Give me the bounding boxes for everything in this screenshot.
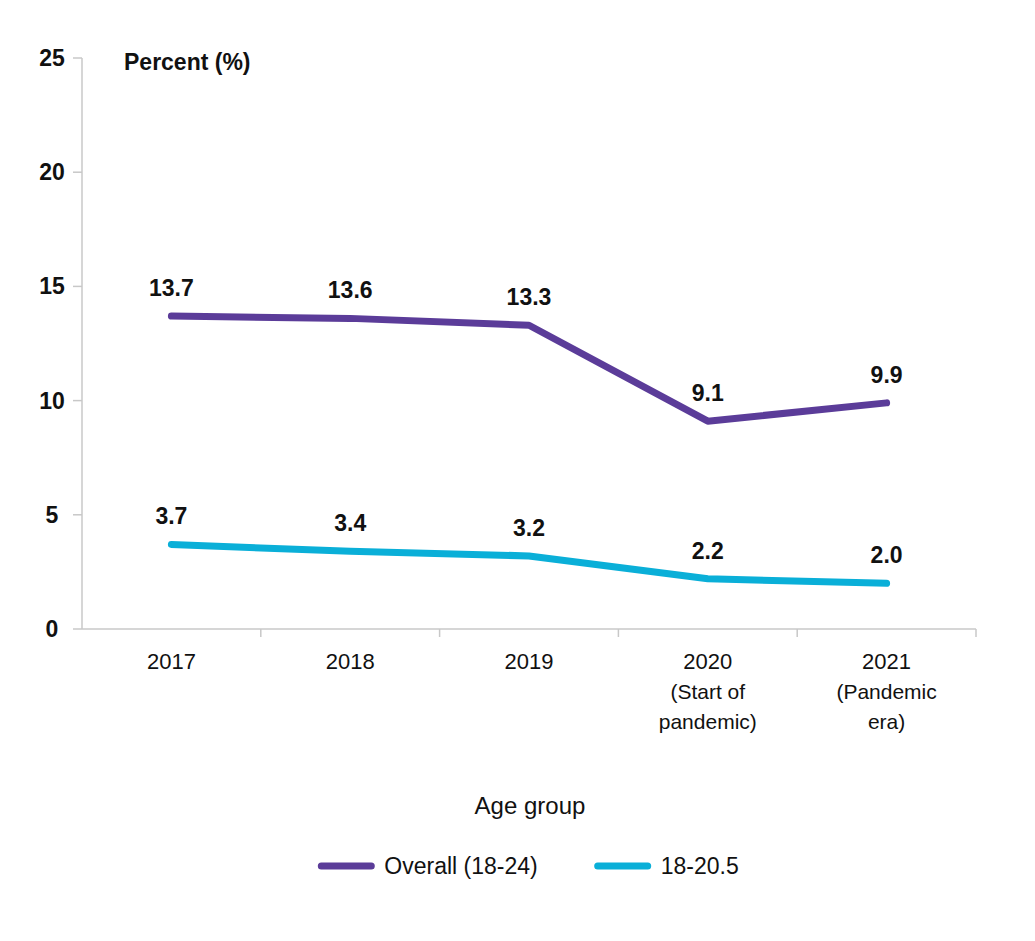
y-tick-label: 15	[39, 273, 65, 299]
y-tick-label: 0	[46, 616, 59, 642]
legend-label: 18-20.5	[661, 853, 739, 879]
x-tick-label-line: era)	[868, 710, 905, 733]
data-label: 9.1	[692, 380, 724, 406]
y-tick	[73, 57, 82, 59]
data-label: 3.2	[513, 515, 545, 541]
x-tick-label-line: 2019	[505, 649, 554, 674]
data-label: 13.7	[149, 275, 194, 301]
y-tick	[73, 171, 82, 173]
x-tick-label-line: 2018	[326, 649, 375, 674]
y-tick	[73, 286, 82, 288]
legend-swatch	[598, 863, 648, 870]
x-tick-label-line: pandemic)	[659, 710, 757, 733]
y-axis-title: Percent (%)	[124, 49, 251, 75]
y-tick-label: 10	[39, 388, 65, 414]
x-tick-label-line: 2021	[862, 649, 911, 674]
data-label: 3.7	[155, 503, 187, 529]
data-label: 2.2	[692, 538, 724, 564]
series-line	[171, 316, 886, 421]
x-tick-label-line: 2017	[147, 649, 196, 674]
legend-label: Overall (18-24)	[384, 853, 537, 879]
y-tick	[73, 514, 82, 516]
x-tick-label-line: 2020	[683, 649, 732, 674]
x-tick-label: 2017	[147, 649, 196, 674]
x-tick	[796, 629, 798, 637]
data-label: 13.6	[328, 277, 373, 303]
y-tick-label: 20	[39, 159, 65, 185]
x-tick-label-line: (Pandemic	[836, 680, 936, 703]
x-axis-title: Age group	[475, 792, 586, 819]
legend: Overall (18-24) 18-20.5	[321, 853, 738, 879]
x-tick-label-line: (Start of	[670, 680, 745, 703]
x-tick-label: 2018	[326, 649, 375, 674]
series-line	[171, 544, 886, 583]
x-tick-label: 2021 (Pandemic era)	[836, 649, 936, 733]
plot-area	[171, 316, 886, 583]
data-label: 9.9	[871, 362, 903, 388]
data-label: 2.0	[871, 542, 903, 568]
y-tick	[73, 628, 82, 630]
x-tick	[439, 629, 441, 637]
legend-item: 18-20.5	[598, 853, 739, 879]
x-tick-label: 2020 (Start of pandemic)	[659, 649, 757, 733]
x-tick	[260, 629, 262, 637]
x-tick	[975, 629, 977, 637]
x-axis-line	[82, 628, 976, 630]
data-label: 13.3	[507, 284, 552, 310]
y-tick	[73, 400, 82, 402]
data-label: 3.4	[334, 510, 366, 536]
y-tick-label: 5	[46, 502, 59, 528]
legend-item: Overall (18-24)	[321, 853, 537, 879]
x-tick	[618, 629, 620, 637]
chart: 0 5 10 15 20 25 Percent (%) 2017 2018 2019 2020 (St…	[0, 0, 1035, 941]
y-axis-line	[81, 58, 83, 629]
y-tick-label: 25	[39, 45, 65, 71]
legend-swatch	[321, 863, 371, 870]
x-tick-label: 2019	[505, 649, 554, 674]
